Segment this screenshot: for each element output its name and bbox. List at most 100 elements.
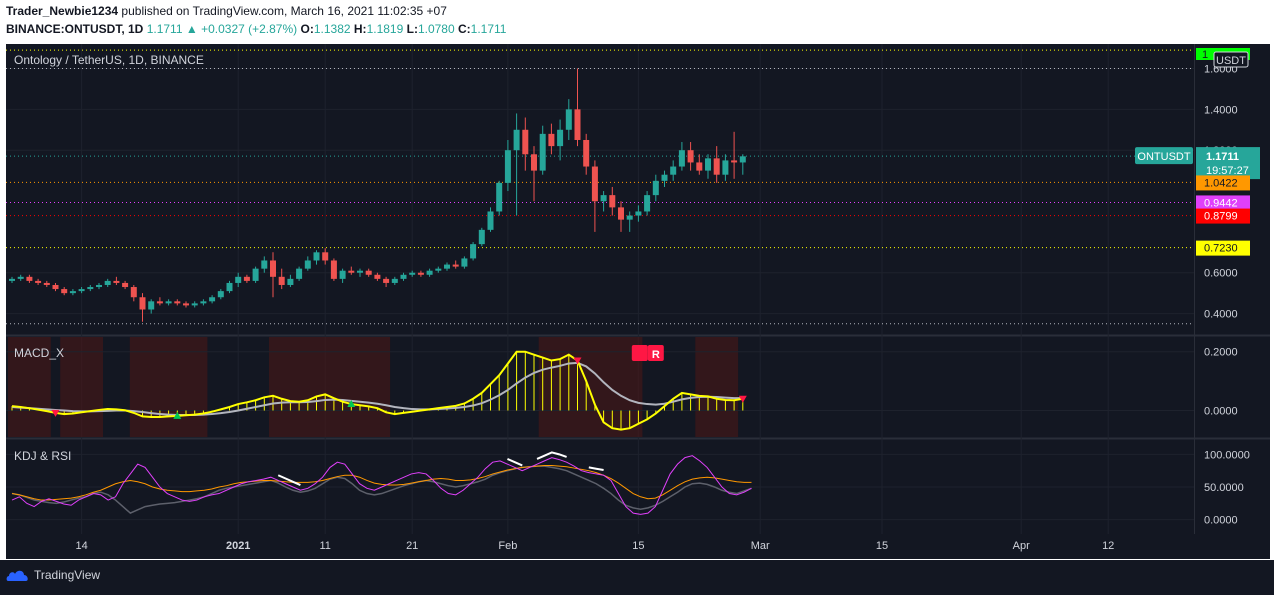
candle-body — [678, 150, 685, 167]
candle-body — [148, 301, 155, 310]
level-label-value: 0.9442 — [1204, 197, 1238, 209]
level-label-bg — [1196, 195, 1250, 211]
macd-background-shade — [129, 337, 208, 437]
time-axis-label: 11 — [319, 540, 330, 552]
candle-body — [478, 229, 485, 245]
candle-body — [548, 133, 555, 147]
macd-background-shade — [538, 337, 643, 437]
candle-body — [174, 301, 181, 304]
candle-body — [557, 129, 564, 147]
price-tag-value: 1.1711 — [1206, 151, 1239, 163]
candle-body — [722, 160, 729, 175]
candle-body — [531, 154, 537, 171]
candle-body — [374, 274, 381, 279]
candle-body — [417, 272, 424, 275]
time-axis-label: Mar — [751, 540, 770, 552]
candle-body — [322, 252, 329, 261]
macd-background-shade — [60, 337, 103, 437]
kdj-gray-line — [11, 465, 752, 514]
candle-body — [409, 272, 416, 275]
candle-body — [635, 211, 642, 216]
high-label: H: — [353, 22, 367, 36]
cloud-icon — [6, 570, 28, 581]
price-change: +0.0327 (+2.87%) — [201, 22, 298, 36]
price-tick-label: 1.4000 — [1204, 104, 1238, 116]
price-tick-label: 0.4000 — [1204, 309, 1238, 321]
close-label: C: — [457, 22, 471, 36]
macd-background-shade — [269, 337, 391, 437]
candle-body — [496, 182, 503, 212]
price-countdown: 19:57:27 — [1206, 165, 1249, 177]
rsi-orange-line — [11, 464, 752, 501]
candle-body — [670, 166, 677, 175]
time-axis-label: 2021 — [226, 540, 250, 552]
open-label: O: — [300, 22, 314, 36]
chart-title: Ontology / TetherUS, 1D, BINANCE — [14, 53, 204, 67]
level-label-value: 0.8799 — [1204, 211, 1238, 223]
candle-body — [209, 297, 216, 302]
candle-body — [348, 270, 355, 273]
candle-body — [339, 270, 346, 279]
candle-body — [330, 260, 337, 279]
candle-body — [130, 287, 137, 298]
time-axis-label: 15 — [876, 540, 888, 552]
candle-body — [217, 291, 224, 298]
candle-body — [687, 150, 694, 163]
symbol-tag-bg — [1135, 147, 1193, 165]
candle-body — [461, 258, 468, 267]
time-axis-label: 21 — [406, 540, 418, 552]
candle-body — [626, 215, 633, 220]
candle-body — [270, 260, 276, 277]
candle-body — [191, 303, 198, 306]
close-value: 1.1711 — [470, 22, 507, 36]
candle-body — [383, 278, 390, 283]
level-label-bg — [1196, 240, 1250, 256]
candle-body — [452, 264, 459, 267]
candle-body — [226, 282, 233, 292]
signal-badge-label: R — [652, 349, 660, 361]
candle-body — [243, 276, 250, 281]
macd-signal-line — [11, 361, 743, 416]
kdj-white-highlight — [588, 466, 604, 472]
candle-body — [365, 270, 372, 275]
macd-tick-label: 0.2000 — [1204, 347, 1238, 359]
top-marker-label: 1 — [1202, 49, 1208, 61]
candle-body — [113, 280, 120, 283]
currency-label: USDT — [1216, 55, 1246, 67]
candle-body — [104, 280, 111, 285]
candle-body — [252, 268, 259, 281]
open-value: 1.1382 — [313, 22, 351, 36]
low-label: L: — [406, 22, 418, 36]
candle-body — [296, 268, 303, 279]
candle-body — [470, 244, 477, 259]
candle-body — [52, 284, 59, 290]
author-name[interactable]: Trader_Newbie1234 — [6, 4, 119, 18]
kdj-white-highlight — [536, 451, 567, 460]
price-tick-label: 0.6000 — [1204, 268, 1238, 280]
candle-body — [513, 129, 520, 151]
candle-body — [391, 278, 398, 283]
time-axis-label: Apr — [1013, 540, 1030, 552]
level-label-value: 1.0422 — [1204, 177, 1238, 189]
published-text: published on TradingView.com, March 16, … — [121, 4, 447, 18]
candle-body — [652, 180, 659, 196]
candle-body — [96, 284, 102, 288]
candle-body — [183, 303, 189, 306]
tradingview-logo[interactable]: TradingView — [6, 568, 100, 582]
candle-body — [713, 158, 720, 175]
candle-body — [435, 268, 442, 271]
buy-triangle-icon — [173, 411, 182, 419]
kdj-tick-label: 0.0000 — [1204, 515, 1238, 527]
candle-body — [35, 280, 42, 283]
candle-body — [43, 282, 50, 285]
macd-background-shade — [695, 337, 739, 437]
macd-background-shade — [8, 337, 51, 437]
candle-body — [313, 252, 320, 261]
candle-body — [69, 291, 76, 294]
candle-body — [731, 160, 738, 163]
macd-line — [11, 350, 743, 431]
level-label-bg — [1196, 175, 1250, 191]
